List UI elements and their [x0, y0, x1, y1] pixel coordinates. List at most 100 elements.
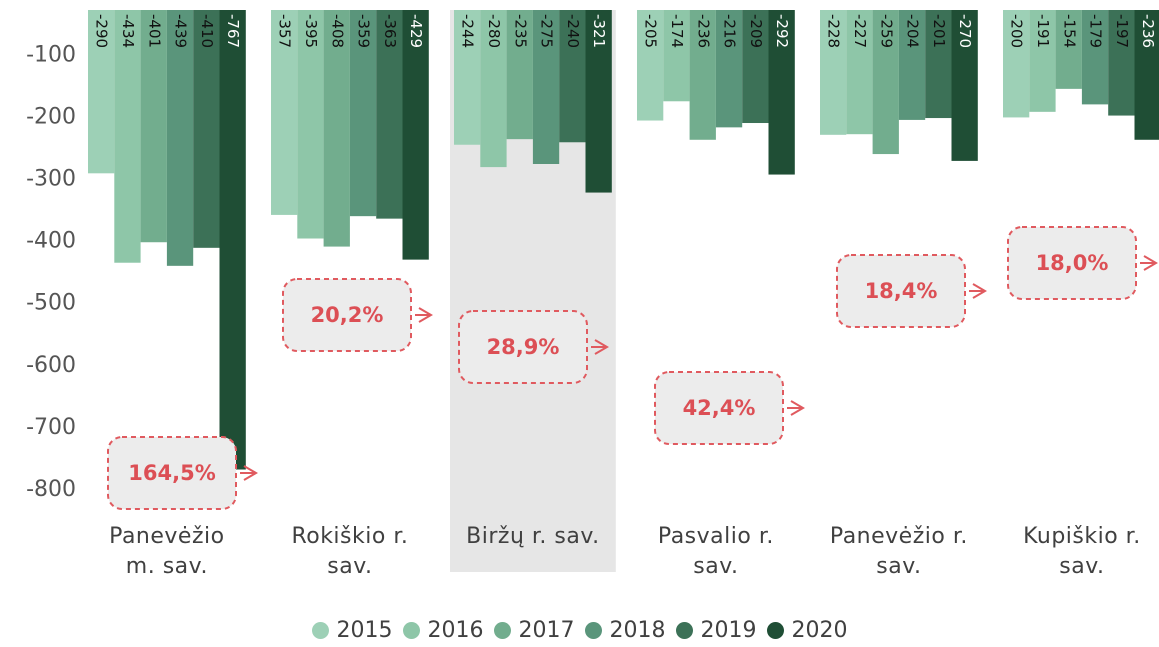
- legend-label: 2017: [518, 618, 575, 643]
- bar: [140, 10, 167, 243]
- y-tick-label: -300: [26, 167, 76, 192]
- annotation-arrow: [240, 465, 258, 481]
- value-label: -179: [1087, 14, 1105, 48]
- legend: 2015 2016 2017 2018 2019 2020: [0, 618, 1159, 643]
- bar: [1003, 10, 1030, 118]
- value-label: -228: [825, 14, 843, 48]
- bar: [219, 10, 246, 470]
- bar: [402, 10, 429, 260]
- bar: [689, 10, 716, 140]
- value-label: -197: [1113, 14, 1131, 48]
- value-label: -275: [538, 14, 556, 48]
- legend-item: 2018: [584, 618, 666, 643]
- annotation-box: [458, 310, 588, 384]
- value-label: -270: [956, 14, 974, 48]
- y-tick-label: -200: [26, 104, 76, 129]
- value-label: -201: [930, 14, 948, 48]
- value-label: -429: [407, 14, 425, 48]
- value-label: -240: [564, 14, 582, 48]
- bar: [114, 10, 141, 263]
- bar: [872, 10, 899, 155]
- annotation-text: 28,9%: [487, 335, 560, 359]
- bar: [559, 10, 586, 143]
- bar: [715, 10, 743, 128]
- x-tick-label: Panevėžio m. sav.: [109, 524, 225, 579]
- bar: [323, 10, 350, 247]
- value-label: -434: [119, 14, 137, 48]
- legend-marker: [766, 622, 784, 639]
- value-label: -191: [1034, 14, 1052, 48]
- y-tick-label: -700: [26, 415, 76, 440]
- y-tick-label: -100: [26, 42, 76, 67]
- x-tick-label: Pasvalio r. sav.: [657, 524, 774, 579]
- bar: [193, 10, 220, 248]
- value-label: -357: [276, 14, 294, 48]
- value-label: -200: [1008, 14, 1026, 48]
- value-label: -236: [694, 14, 712, 48]
- value-label: -290: [93, 14, 111, 48]
- bar: [663, 10, 690, 102]
- annotation-text: 42,4%: [683, 396, 756, 420]
- annotation-text: 20,2%: [311, 303, 384, 327]
- value-label: -204: [904, 14, 922, 48]
- annotation-text: 18,0%: [1036, 251, 1109, 275]
- annotation-box: [1007, 226, 1137, 300]
- annotation-box: [282, 278, 412, 352]
- legend-item: 2015: [311, 618, 393, 643]
- value-label: -216: [721, 14, 739, 48]
- legend-item: 2016: [402, 618, 484, 643]
- annotation-box: [836, 254, 966, 328]
- annotation-arrow: [591, 339, 609, 355]
- bar: [898, 10, 926, 120]
- bar: [1108, 10, 1135, 116]
- value-label: -439: [172, 14, 190, 48]
- legend-label: 2020: [791, 618, 848, 643]
- value-label: -205: [642, 14, 660, 48]
- annotation-text: 164,5%: [128, 461, 215, 485]
- annotation: 18,4%: [836, 254, 987, 328]
- bar: [820, 10, 847, 135]
- value-label: -209: [747, 14, 765, 48]
- value-label: -401: [145, 14, 163, 48]
- bar: [951, 10, 978, 161]
- bar: [271, 10, 298, 215]
- bar: [454, 10, 481, 145]
- legend-label: 2016: [427, 618, 484, 643]
- annotation: 164,5%: [107, 436, 258, 510]
- bar: [925, 10, 952, 119]
- y-tick-label: -600: [26, 353, 76, 378]
- y-tick-label: -400: [26, 229, 76, 254]
- bar: [532, 10, 560, 164]
- annotation-box: [654, 371, 784, 445]
- bar: [349, 10, 377, 217]
- legend-marker: [402, 622, 420, 639]
- legend-item: 2019: [675, 618, 757, 643]
- value-label: -767: [224, 14, 242, 48]
- legend-label: 2015: [336, 618, 393, 643]
- x-tick-label: Panevėžio r. sav.: [829, 524, 968, 579]
- annotation-arrow: [787, 400, 805, 416]
- value-label: -235: [511, 14, 529, 48]
- bar: [506, 10, 533, 140]
- annotation: 20,2%: [282, 278, 433, 352]
- legend-item: 2020: [766, 618, 848, 643]
- legend-marker: [584, 622, 602, 639]
- annotation: 42,4%: [654, 371, 805, 445]
- legend-item: 2017: [493, 618, 575, 643]
- value-label: -363: [381, 14, 399, 48]
- annotation-arrow: [969, 283, 987, 299]
- value-label: -227: [851, 14, 869, 48]
- annotation-box: [107, 436, 237, 510]
- legend-marker: [311, 622, 329, 639]
- bar: [1134, 10, 1159, 140]
- bar: [846, 10, 873, 135]
- x-tick-label: Rokiškio r. sav.: [291, 524, 409, 579]
- bar: [1029, 10, 1056, 112]
- legend-marker: [493, 622, 511, 639]
- bar: [742, 10, 769, 124]
- value-label: -395: [302, 14, 320, 48]
- annotation-text: 18,4%: [865, 279, 938, 303]
- y-tick-label: -800: [26, 477, 76, 502]
- value-label: -236: [1139, 14, 1157, 48]
